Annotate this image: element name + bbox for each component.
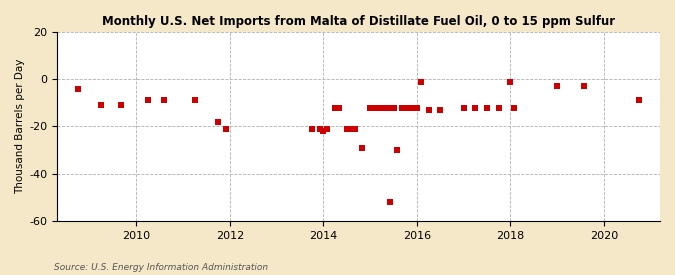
Point <box>388 105 399 110</box>
Point <box>373 105 383 110</box>
Point <box>380 105 391 110</box>
Point <box>73 86 84 91</box>
Point <box>369 105 379 110</box>
Point <box>392 148 403 152</box>
Point <box>579 84 590 89</box>
Point <box>190 98 200 103</box>
Point <box>412 105 423 110</box>
Point <box>408 105 418 110</box>
Point <box>318 129 329 133</box>
Point <box>505 79 516 84</box>
Point <box>634 98 645 103</box>
Point <box>315 127 325 131</box>
Point <box>306 127 317 131</box>
Point <box>551 84 562 89</box>
Point <box>400 105 410 110</box>
Point <box>221 127 232 131</box>
Point <box>377 105 387 110</box>
Point <box>385 200 396 204</box>
Point <box>322 127 333 131</box>
Point <box>470 105 481 110</box>
Point <box>482 105 493 110</box>
Point <box>333 105 344 110</box>
Point <box>329 105 340 110</box>
Point <box>435 108 446 112</box>
Point <box>158 98 169 103</box>
Point <box>96 103 107 108</box>
Title: Monthly U.S. Net Imports from Malta of Distillate Fuel Oil, 0 to 15 ppm Sulfur: Monthly U.S. Net Imports from Malta of D… <box>102 15 615 28</box>
Point <box>415 79 426 84</box>
Point <box>396 105 407 110</box>
Point <box>364 105 375 110</box>
Text: Source: U.S. Energy Information Administration: Source: U.S. Energy Information Administ… <box>54 263 268 272</box>
Point <box>342 127 352 131</box>
Point <box>404 105 414 110</box>
Point <box>509 105 520 110</box>
Point <box>385 105 396 110</box>
Point <box>213 120 223 124</box>
Point <box>458 105 469 110</box>
Point <box>345 127 356 131</box>
Point <box>143 98 154 103</box>
Point <box>423 108 434 112</box>
Point <box>350 127 360 131</box>
Point <box>115 103 126 108</box>
Y-axis label: Thousand Barrels per Day: Thousand Barrels per Day <box>15 59 25 194</box>
Point <box>493 105 504 110</box>
Point <box>357 145 368 150</box>
